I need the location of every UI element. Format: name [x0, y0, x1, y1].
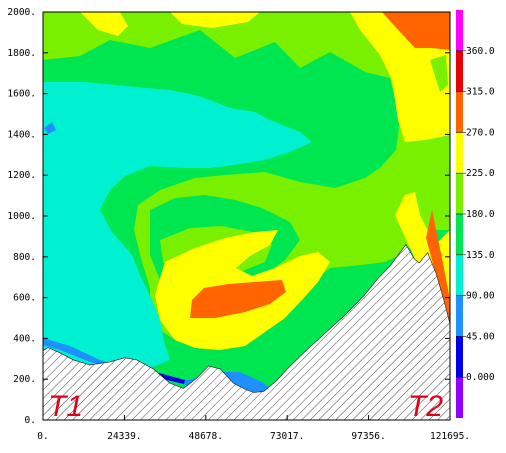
- band-0-45-sliver: [155, 372, 185, 384]
- colorbar-segment: [456, 214, 463, 255]
- x-tick-label: 97356.: [351, 431, 385, 442]
- y-tick-label: 1400.: [7, 129, 36, 140]
- y-tick-label: 200.: [13, 374, 36, 385]
- y-tick-label: 800.: [13, 252, 36, 263]
- band-90-135: [43, 82, 312, 420]
- band-270-315-top-right: [382, 12, 450, 50]
- y-tick-label: 1000.: [7, 211, 36, 222]
- colorbar-segment: [456, 377, 463, 418]
- colorbar-segment: [456, 295, 463, 337]
- colorbar: 0.000 45.00 90.00 135.0 180.0 225.0 270.0 315.0…: [456, 10, 495, 418]
- band-180-225-top-right: [430, 55, 448, 92]
- x-tick-label: 48678.: [189, 431, 223, 442]
- x-tick-label: 24339.: [107, 431, 141, 442]
- colorbar-label: 0.000: [466, 372, 495, 383]
- colorbar-label: 45.00: [466, 331, 495, 342]
- colorbar-segment: [456, 173, 463, 214]
- endpoint-label-t2: T2: [408, 390, 443, 423]
- terrain-mask: [42, 244, 451, 421]
- band-270-315: [190, 280, 286, 318]
- y-tick-label: 1200.: [7, 170, 36, 181]
- y-axis: 0. 200. 400. 600. 800. 1000. 1200. 1400. 1600. 18…: [7, 7, 450, 426]
- colorbar-label: 90.00: [466, 291, 495, 302]
- colorbar-segment: [456, 50, 463, 92]
- band-45-90-spot: [44, 122, 56, 134]
- band-225-270-top-mid: [170, 12, 260, 28]
- band-225-270-top-left: [80, 12, 128, 36]
- y-tick-label: 0.: [25, 415, 36, 426]
- colorbar-label: 360.0: [466, 46, 495, 57]
- x-axis: 0. 24339. 48678. 73017. 97356. 121695.: [37, 415, 470, 442]
- endpoint-label-t1: T1: [48, 390, 83, 423]
- x-tick-label: 0.: [37, 431, 48, 442]
- y-tick-label: 600.: [13, 293, 36, 304]
- colorbar-segment: [456, 254, 463, 296]
- colorbar-segment: [456, 336, 463, 378]
- colorbar-label: 225.0: [466, 168, 495, 179]
- y-tick-label: 1800.: [7, 48, 36, 59]
- y-tick-label: 2000.: [7, 7, 36, 18]
- colorbar-label: 270.0: [466, 127, 495, 138]
- colorbar-segment: [456, 91, 463, 133]
- colorbar-label: 135.0: [466, 250, 495, 261]
- colorbar-label: 180.0: [466, 209, 495, 220]
- colorbar-segment: [456, 10, 463, 51]
- colorbar-label: 315.0: [466, 87, 495, 98]
- x-tick-label: 73017.: [270, 431, 304, 442]
- x-tick-label: 121695.: [430, 431, 470, 442]
- colorbar-segment: [456, 132, 463, 174]
- y-tick-label: 400.: [13, 333, 36, 344]
- y-tick-label: 1600.: [7, 89, 36, 100]
